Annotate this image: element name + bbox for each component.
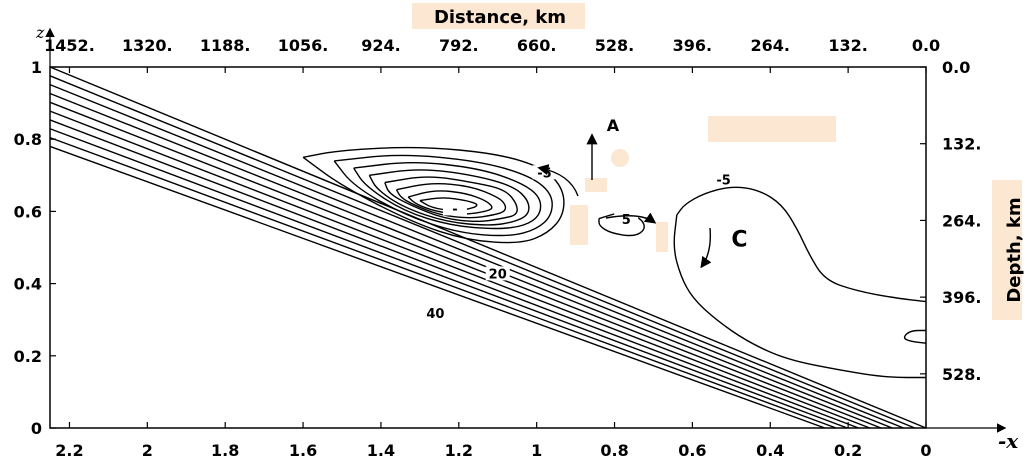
arrow-circulation-mid [605,212,657,224]
left-tick-label: 0.2 [14,347,42,366]
top-tick-label: 1320. [122,36,173,55]
right-tick-label: 132. [942,135,981,154]
slab-isoline [49,119,859,429]
top-tick-label: 1188. [200,36,251,55]
bottom-tick-label: 0 [920,441,931,460]
top-tick-label: 264. [751,36,790,55]
bottom-tick-label: 1 [531,441,542,460]
contour-negative-cell-5 [384,176,518,222]
right-tick-label: 0.0 [942,58,970,77]
left-tick-label: 0.4 [14,275,42,294]
right-tick-label: 396. [942,288,981,307]
top-tick-label: 1452. [44,36,95,55]
slab-isoline [49,101,882,429]
annotations: AC [537,116,747,269]
slab-isoline [49,92,893,429]
bottom-axis-title: -x [998,429,1019,453]
right-tick-label: 264. [942,211,981,230]
contour-label-bg [423,306,448,321]
contour-negative-cell-7 [407,190,493,215]
bottom-tick-label: 2.2 [55,441,83,460]
contour-label-bg [442,201,467,216]
slab-isoline [49,128,848,429]
contour-negative-cell-outer [302,146,565,244]
contour-negative-cell-3 [353,162,542,230]
slab-isoline [49,145,826,429]
bottom-tick-label: 1.2 [445,441,473,460]
contour-negative-cell-2 [333,154,553,237]
highlight-top-title [412,3,585,29]
bottom-tick-label: 2 [142,441,153,460]
contour-label: 5 [622,213,631,228]
arrow-circulation-upper [537,164,579,197]
highlight-right-title [992,180,1022,320]
top-tick-label: 792. [439,36,478,55]
bottom-tick-label: 1.4 [367,441,395,460]
top-tick-label: 660. [517,36,556,55]
slab-isoline [49,136,837,429]
left-tick-label: 0 [31,419,42,438]
left-tick-label: 0.8 [14,130,42,149]
contour-label: - [452,202,457,217]
arrow-c [700,227,712,269]
slab-isolines [49,66,927,429]
bottom-tick-label: 1.8 [211,441,239,460]
right-tick-label: 528. [942,365,981,384]
top-tick-label: 528. [595,36,634,55]
annotation-a: A [607,116,620,135]
highlight-mid [570,205,588,245]
left-tick-label: 0.6 [14,202,42,221]
right-axis-title: Depth, km [1004,197,1025,302]
slab-isoline [49,83,904,429]
highlight-patch [708,116,836,142]
slab-isoline [49,75,916,429]
contour-negative-region-right [676,186,927,303]
top-tick-label: 396. [673,36,712,55]
contour-label: 40 [426,307,444,322]
axis-ticks: 2.2 2 1.8 1.6 1.4 1.2 1 0.8 0.6 0.4 0.2 0 0 0.2 0.4 0.6… [14,36,982,460]
contour-small-right-cell [903,329,927,344]
contour-label: -5 [716,174,730,189]
slab-isoline [49,110,871,429]
highlight-mid-2 [656,222,668,252]
contour-label-bg [485,266,510,281]
top-tick-label: 924. [361,36,400,55]
contour-negative-cell-6 [395,183,507,219]
bottom-tick-label: 0.6 [678,441,706,460]
top-axis-title: Distance, km [434,7,566,28]
highlight-arrow-a [585,178,607,192]
slab-isoline [49,66,927,429]
left-axis-title: z [35,23,45,42]
top-tick-label: 0.0 [912,36,940,55]
top-tick-label: 132. [828,36,867,55]
bottom-tick-label: 0.2 [834,441,862,460]
contour-label-bg [711,172,736,187]
bottom-tick-label: 0.4 [756,441,784,460]
top-tick-label: 1056. [278,36,329,55]
annotation-c: C [731,227,747,252]
bottom-tick-label: 1.6 [289,441,317,460]
contour-positive-cell [598,212,645,237]
plot-frame [49,66,927,429]
contour-negative-region-right-lower [673,214,926,379]
bottom-tick-label: 0.8 [600,441,628,460]
contour-negative-cell-4 [368,169,530,226]
left-tick-label: 1 [31,58,42,77]
contour-label: 20 [489,267,507,282]
highlight-dot [611,149,629,167]
